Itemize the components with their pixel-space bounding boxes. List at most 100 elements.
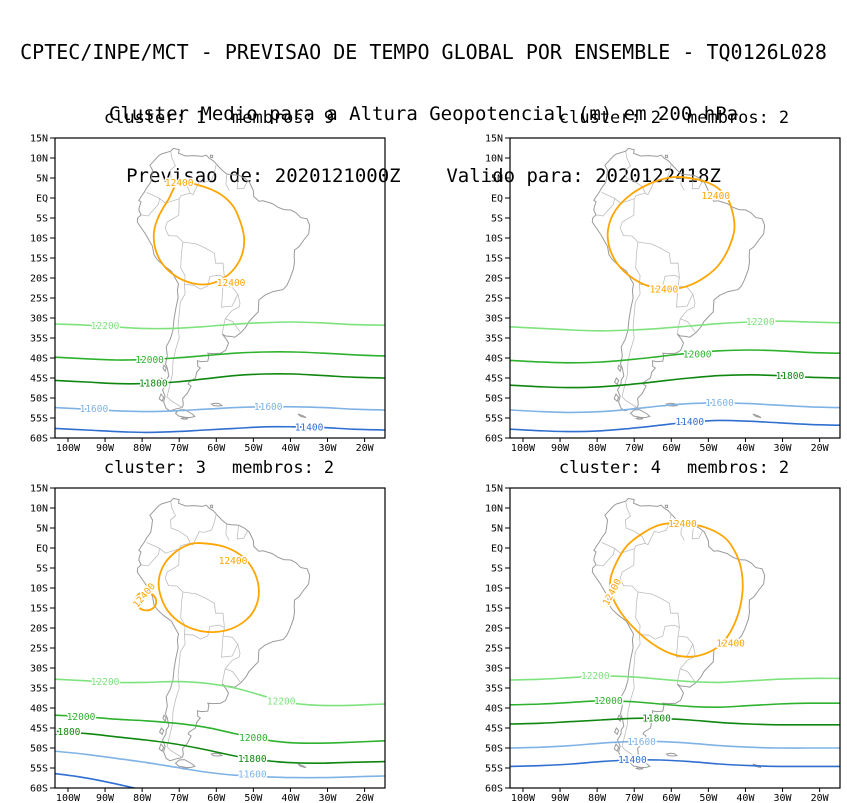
contour-label-12400: 12400: [601, 577, 624, 608]
svg-text:35S: 35S: [485, 334, 503, 345]
svg-text:10S: 10S: [30, 584, 48, 595]
svg-text:15S: 15S: [30, 254, 48, 265]
contour-line-11800: [510, 373, 840, 389]
panel-cluster-3: cluster: 3 membros: 2 12400 12400 12200 12200 12…: [10, 454, 400, 803]
contour-label-12200: 12200: [91, 677, 120, 688]
svg-text:EQ: EQ: [491, 194, 503, 205]
svg-text:20S: 20S: [30, 624, 48, 635]
svg-text:100W: 100W: [56, 443, 81, 454]
contour-line-12200: [55, 321, 385, 330]
contours: 1240012400122001220012000120001180011800…: [52, 542, 385, 788]
cluster-value: 2: [650, 108, 661, 128]
contour-line-12000: [55, 351, 385, 361]
svg-text:70W: 70W: [625, 443, 644, 454]
contour-label-12400: 12400: [217, 278, 246, 289]
country-borders: [140, 501, 248, 758]
contour-label-12400: 12400: [650, 284, 679, 295]
svg-text:90W: 90W: [96, 793, 115, 803]
svg-text:60W: 60W: [662, 443, 681, 454]
contour-line-12200: [510, 675, 840, 684]
svg-text:40S: 40S: [30, 354, 48, 365]
svg-text:30S: 30S: [30, 314, 48, 325]
svg-text:10S: 10S: [485, 234, 503, 245]
lat-axis: 15N 10N 5N EQ 5S 10S 15S 20S 25S 30S 35S 40S 45S 50S 5…: [485, 484, 510, 795]
svg-text:60W: 60W: [662, 793, 681, 803]
contour-line-12400: [157, 542, 260, 633]
contour-line-12000: [510, 699, 840, 709]
chart-header: CPTEC/INPE/MCT - PREVISAO DE TEMPO GLOBA…: [0, 2, 847, 226]
svg-text:70W: 70W: [170, 793, 189, 803]
svg-text:80W: 80W: [588, 443, 607, 454]
membros-label: membros:: [687, 108, 769, 128]
contour-label-11800: 11800: [52, 727, 81, 738]
svg-text:50S: 50S: [30, 744, 48, 755]
svg-text:20S: 20S: [485, 624, 503, 635]
svg-text:40S: 40S: [30, 704, 48, 715]
contour-line-11400: [55, 425, 385, 434]
panel-title: cluster: 4 membros: 2: [465, 454, 847, 482]
svg-text:45S: 45S: [30, 724, 48, 735]
svg-text:25S: 25S: [485, 294, 503, 305]
svg-text:15S: 15S: [30, 604, 48, 615]
svg-text:60S: 60S: [30, 784, 48, 795]
contour-label-11600: 11600: [238, 770, 267, 781]
country-borders: [140, 151, 248, 408]
svg-text:60S: 60S: [485, 784, 503, 795]
svg-text:70W: 70W: [625, 793, 644, 803]
svg-text:10N: 10N: [485, 154, 503, 165]
svg-text:45S: 45S: [485, 724, 503, 735]
svg-text:90W: 90W: [551, 793, 570, 803]
contour-line-11400: [510, 419, 840, 433]
svg-text:40W: 40W: [281, 443, 300, 454]
svg-text:EQ: EQ: [36, 544, 48, 555]
country-borders: [595, 501, 703, 758]
cluster-value: 4: [650, 458, 661, 478]
contour-label-11600: 11600: [80, 404, 109, 415]
contour-label-11600: 11600: [705, 398, 734, 409]
contour-line-12000: [510, 349, 840, 364]
svg-text:30W: 30W: [318, 443, 337, 454]
map-frame: [54, 487, 386, 789]
contour-label-12000: 12000: [135, 355, 164, 366]
membros-value: 2: [323, 458, 335, 478]
svg-text:70W: 70W: [170, 443, 189, 454]
svg-text:50W: 50W: [244, 443, 263, 454]
svg-text:5S: 5S: [36, 564, 48, 575]
panel-cluster-4: cluster: 4 membros: 2 12400 12400 12400 12200 12…: [465, 454, 847, 803]
contours: 12400 12400 12400 12200 12000 11800 11600 11400: [510, 518, 840, 768]
membros-label: membros:: [232, 108, 314, 128]
svg-text:50W: 50W: [244, 793, 263, 803]
svg-text:20W: 20W: [356, 443, 375, 454]
svg-text:EQ: EQ: [491, 544, 503, 555]
svg-text:15N: 15N: [30, 134, 48, 145]
contour-label-12000: 12000: [239, 733, 268, 744]
svg-text:45S: 45S: [30, 374, 48, 385]
contour-label-11800: 11800: [642, 714, 671, 725]
map-content: 1240012400122001220012000120001180011800…: [52, 497, 385, 788]
panel-cluster-2: cluster: 2 membros: 2 12400 12400 12200 12000 11…: [465, 104, 847, 458]
cluster-label: cluster:: [558, 108, 641, 128]
svg-text:45S: 45S: [485, 374, 503, 385]
svg-text:5S: 5S: [491, 214, 503, 225]
panel-title: cluster: 3 membros: 2: [10, 454, 400, 482]
contour-label-11400: 11400: [675, 417, 704, 428]
membros-value: 2: [778, 458, 790, 478]
svg-text:60S: 60S: [485, 434, 503, 445]
svg-text:15N: 15N: [485, 484, 503, 495]
svg-text:10N: 10N: [30, 504, 48, 515]
cluster-value: 1: [195, 108, 206, 128]
contour-label-11600: 11600: [254, 402, 283, 413]
title-line-1: CPTEC/INPE/MCT - PREVISAO DE TEMPO GLOBA…: [20, 40, 827, 64]
svg-text:60S: 60S: [30, 434, 48, 445]
svg-text:40W: 40W: [736, 443, 755, 454]
svg-text:5N: 5N: [491, 174, 503, 185]
svg-text:55S: 55S: [485, 414, 503, 425]
svg-text:30S: 30S: [485, 314, 503, 325]
svg-text:15N: 15N: [485, 134, 503, 145]
contour-line-11600: [55, 405, 385, 413]
svg-text:90W: 90W: [96, 443, 115, 454]
contour-line-11400: [510, 758, 840, 768]
svg-text:80W: 80W: [133, 443, 152, 454]
